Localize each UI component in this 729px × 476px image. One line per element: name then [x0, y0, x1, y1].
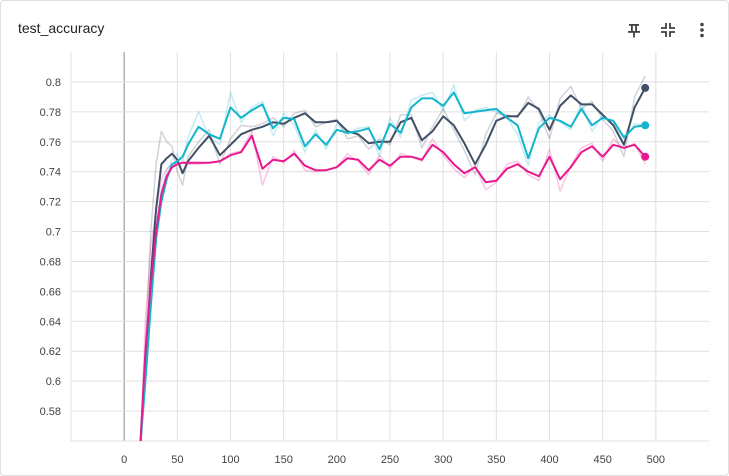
series-group — [139, 75, 647, 441]
pin-button[interactable] — [620, 17, 648, 43]
x-tick-label: 250 — [381, 454, 399, 466]
y-tick-label: 0.62 — [40, 346, 61, 358]
x-tick-label: 50 — [171, 454, 183, 466]
y-tick-label: 0.74 — [40, 167, 61, 179]
series-endpoint-1 — [641, 121, 650, 130]
series-endpoint-2 — [641, 152, 650, 161]
card-header: test_accuracy — [1, 1, 728, 57]
y-tick-label: 0.8 — [46, 77, 61, 89]
y-tick-label: 0.64 — [40, 316, 61, 328]
x-tick-label: 200 — [328, 454, 346, 466]
x-tick-label: 0 — [121, 454, 127, 466]
series-line-2 — [139, 134, 646, 441]
y-tick-label: 0.78 — [40, 107, 61, 119]
gridlines — [70, 52, 709, 442]
more-vert-icon — [700, 22, 704, 38]
series-raw-line-1 — [140, 84, 646, 441]
y-tick-label: 0.76 — [40, 137, 61, 149]
x-tick-label: 150 — [274, 454, 292, 466]
x-tick-label: 100 — [221, 454, 239, 466]
y-tick-label: 0.66 — [40, 286, 61, 298]
more-options-button[interactable] — [688, 17, 716, 43]
chart-title: test_accuracy — [18, 20, 105, 36]
x-tick-label: 450 — [593, 454, 611, 466]
series-endpoint-0 — [641, 83, 650, 92]
pin-icon — [628, 24, 640, 38]
series-line-1 — [139, 91, 646, 441]
x-tick-label: 400 — [540, 454, 558, 466]
x-tick-label: 300 — [434, 454, 452, 466]
fit-domain-icon — [661, 23, 675, 37]
fit-domain-button[interactable] — [654, 17, 682, 43]
y-tick-label: 0.68 — [40, 256, 61, 268]
y-tick-label: 0.6 — [46, 376, 61, 388]
y-tick-label: 0.7 — [46, 227, 61, 239]
x-tick-label: 350 — [487, 454, 505, 466]
card-actions — [620, 17, 716, 43]
y-tick-label: 0.58 — [40, 406, 61, 418]
series-line-0 — [139, 87, 647, 441]
y-tick-label: 0.72 — [40, 197, 61, 209]
series-raw-line-0 — [140, 75, 646, 441]
x-tick-label: 500 — [647, 454, 665, 466]
series-raw-line-2 — [139, 130, 646, 441]
